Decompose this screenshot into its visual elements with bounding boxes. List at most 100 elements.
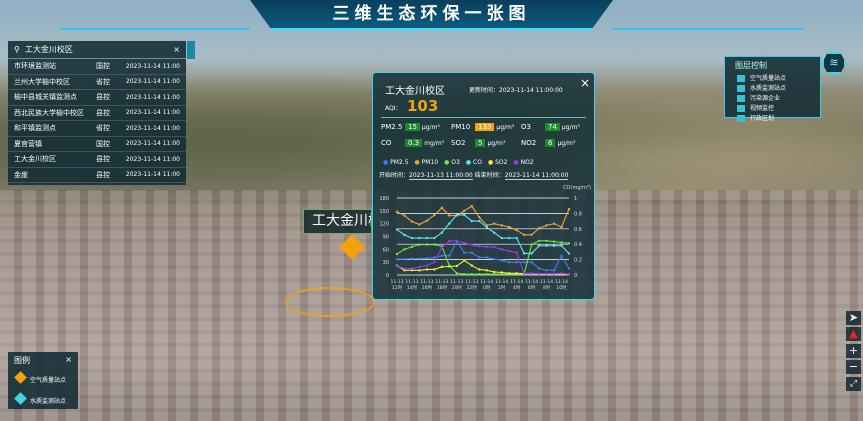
x-tick-line: 11-13 [390, 279, 403, 285]
navigation-icon[interactable]: ➤ [846, 311, 861, 325]
legend-toggle[interactable]: ● CO [466, 159, 482, 166]
layer-toggle[interactable]: 视频监控 [737, 104, 820, 114]
legend-toggle[interactable]: ● PM2.5 [383, 159, 409, 166]
data-point [500, 271, 503, 274]
data-point [507, 260, 511, 264]
data-point [410, 220, 414, 223]
legend-toggle[interactable]: ● O3 [444, 159, 460, 166]
close-icon[interactable]: × [579, 76, 590, 90]
station-time: 2023-11-14 11:00 [125, 109, 180, 117]
data-point [485, 224, 488, 227]
data-point [463, 241, 466, 245]
data-point [522, 272, 526, 275]
data-point [500, 224, 503, 227]
list-item[interactable]: 兰州大学榆中校区 省控 2023-11-14 11:00 [8, 75, 186, 90]
checkbox[interactable] [737, 75, 745, 82]
search-input[interactable]: 工大金川校区 [24, 45, 73, 54]
data-point [493, 257, 496, 261]
compass-icon[interactable]: ▲ [846, 327, 861, 341]
data-point [410, 245, 414, 248]
layer-label: 空气质量站点 [750, 75, 787, 82]
end-time-input[interactable]: 2023-11-14 11:00:00 [504, 172, 569, 180]
layer-toggle[interactable]: 水质监测站点 [737, 84, 820, 94]
zoom-in-button[interactable]: + [846, 344, 861, 358]
x-tick: 11-13 18时 [435, 279, 448, 291]
x-tick-line: 4时 [513, 284, 521, 291]
data-point [470, 264, 473, 267]
start-time-input[interactable]: 2023-11-13 11:00:00 [409, 172, 473, 180]
pollutant-name: PM2.5 [381, 123, 403, 131]
checkbox[interactable] [737, 95, 745, 102]
list-item[interactable]: 榆中县城关镇监测点 县控 2023-11-14 11:00 [8, 90, 186, 106]
data-point [530, 252, 533, 255]
x-tick-line: 11-14 [540, 279, 553, 285]
site-label[interactable]: 工大金川校区 [303, 209, 372, 234]
popup-title: 工大金川校区 [385, 86, 445, 97]
fullscreen-icon[interactable]: ⤢ [846, 377, 861, 391]
data-point [403, 248, 406, 251]
data-point [493, 272, 496, 276]
pollutant-so2: SO2 5 μg/m³ [451, 139, 521, 147]
data-point [478, 219, 481, 223]
data-point [507, 236, 511, 240]
pollutant-value: 6 [545, 139, 556, 147]
pollutant-name: O3 [521, 123, 531, 131]
series-line-co [396, 214, 570, 254]
checkbox[interactable] [737, 105, 745, 112]
x-tick: 11-14 0时 [480, 279, 493, 291]
x-tick-line: 11-13 [420, 279, 433, 285]
collapse-panel-tab[interactable] [187, 41, 195, 59]
close-icon[interactable]: × [173, 45, 180, 54]
pollutant-line-chart: 0 30 60 90 120 150 180 0 0.2 0.4 0.6 0.8 1 CO(mg/m³) 1… [379, 185, 591, 291]
data-point [395, 210, 399, 213]
checkbox[interactable] [737, 115, 745, 122]
legend-toggle[interactable]: ● PM10 [415, 159, 439, 166]
station-name: 榆中县城关镇监测点 [14, 93, 77, 102]
close-icon[interactable]: × [65, 355, 72, 364]
data-point [507, 225, 511, 229]
x-tick-line: 2时 [498, 284, 506, 291]
pollutant-o3: O3 74 μg/m³ [521, 123, 591, 131]
zoom-out-button[interactable]: − [846, 360, 861, 374]
list-item[interactable]: 金崖 县控 2023-11-14 11:00 [8, 168, 186, 183]
x-tick-line: 22时 [467, 284, 478, 291]
layers-icon[interactable]: ≋ [822, 52, 846, 74]
pollutant-unit: μg/m³ [557, 140, 576, 147]
list-item[interactable]: 和平镇监测点 省控 2023-11-14 11:00 [8, 121, 186, 137]
list-item[interactable]: 市环境监测站 国控 2023-11-14 11:00 [8, 59, 186, 75]
series-line-pm10 [396, 205, 570, 236]
layer-toggle[interactable]: 污染源企业 [737, 94, 820, 104]
x-tick-line: 18时 [437, 284, 448, 291]
data-point [448, 214, 451, 217]
list-item[interactable]: 西北民族大学榆中校区 县控 2023-11-14 11:00 [8, 106, 186, 121]
data-point [493, 222, 496, 225]
list-item[interactable]: 夏官营镇 国控 2023-11-14 11:00 [8, 137, 186, 152]
series-line-so2 [396, 259, 569, 275]
data-point [537, 267, 541, 270]
list-item[interactable]: 工大金川校区 县控 2023-11-14 11:00 [8, 152, 186, 168]
layer-label: 行政区划 [750, 115, 775, 122]
y-tick-left: 60 [383, 247, 389, 253]
data-point [463, 213, 466, 217]
x-tick-line: 11-14 [495, 279, 508, 285]
air-station-icon [14, 371, 27, 384]
x-tick: 11-13 14时 [405, 279, 418, 291]
layer-toggle[interactable]: 行政区划 [737, 114, 820, 124]
legend-toggle[interactable]: ● SO2 [488, 159, 508, 166]
data-point [463, 209, 466, 213]
x-tick-line: 11-14 [555, 279, 568, 285]
x-tick: 11-14 2时 [495, 279, 508, 291]
station-type: 国控 [96, 62, 110, 71]
header-line-right [613, 28, 803, 30]
pollutant-no2: NO2 6 μg/m³ [521, 139, 591, 147]
x-tick-line: 11-13 [405, 279, 418, 285]
data-point [470, 219, 473, 223]
data-point [515, 251, 518, 254]
x-tick-line: 11-13 [435, 279, 448, 285]
station-popup: 工大金川校区 更新时间：2023-11-14 11:00:00 × AQI： 1… [372, 72, 595, 300]
legend-label: PM2.5 [390, 159, 409, 166]
legend-toggle[interactable]: ● NO2 [513, 159, 533, 166]
checkbox[interactable] [737, 85, 745, 92]
data-point [470, 272, 473, 276]
layer-toggle[interactable]: 空气质量站点 [737, 74, 820, 84]
